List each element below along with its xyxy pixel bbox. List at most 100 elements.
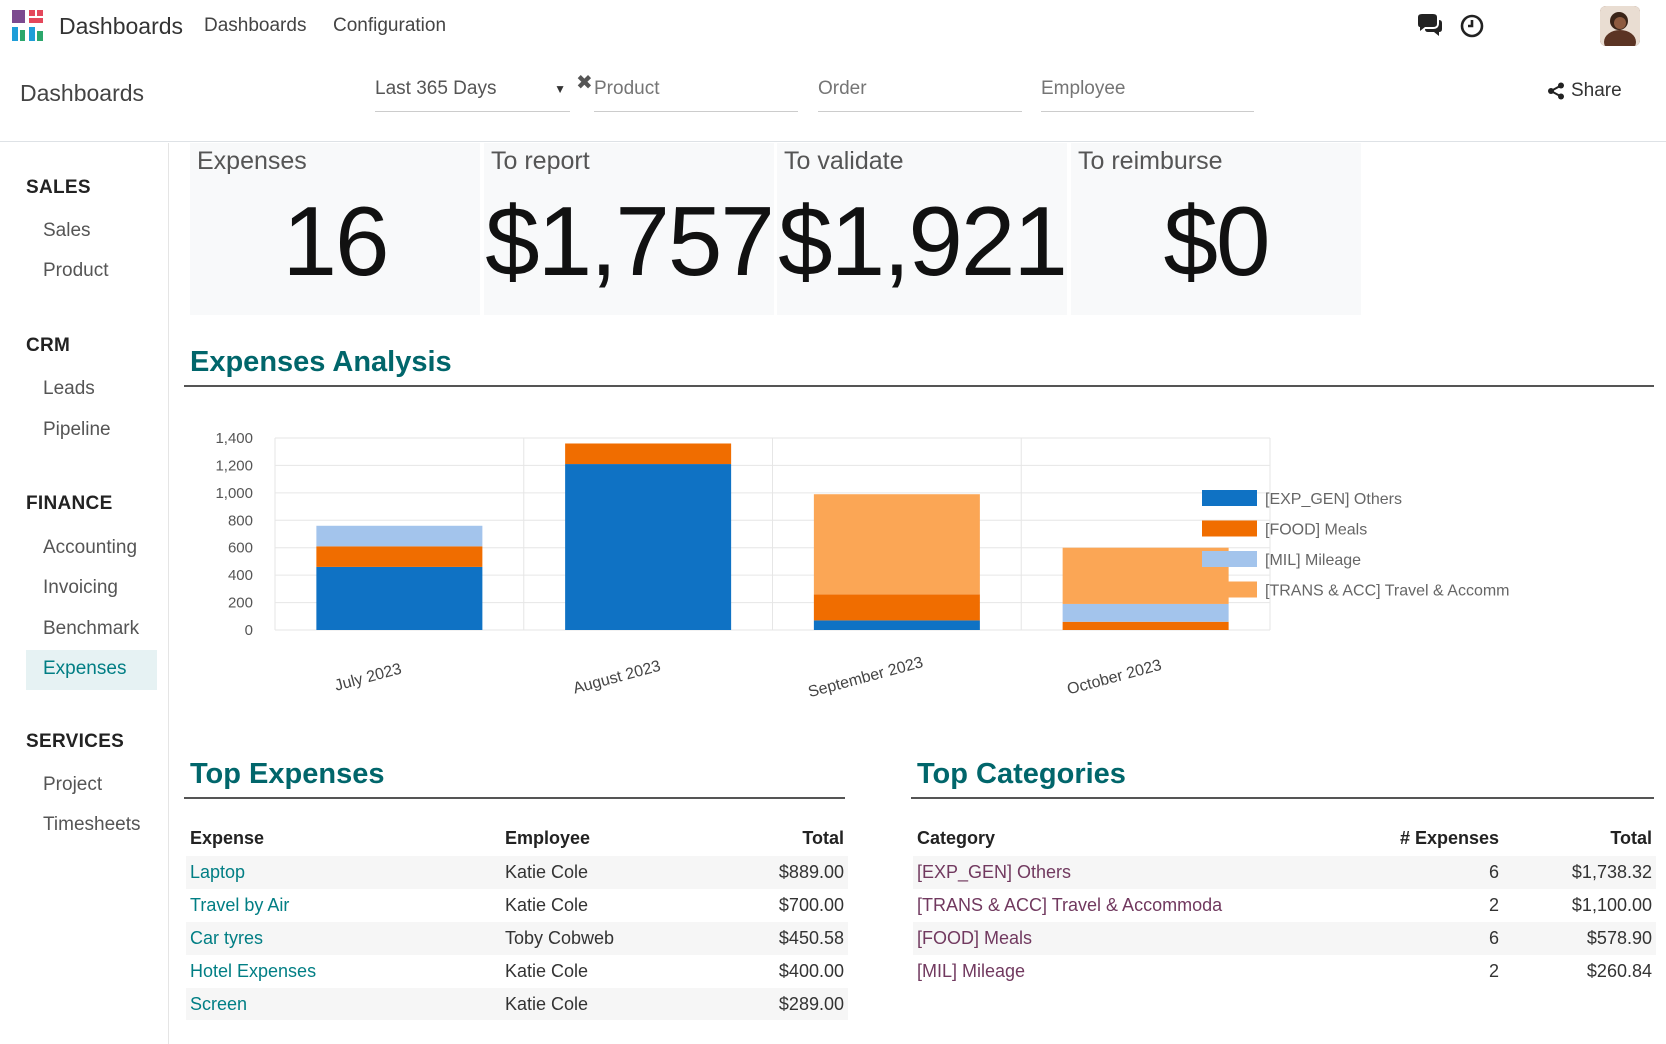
order-filter[interactable] [818,72,1022,112]
user-avatar[interactable] [1600,6,1640,46]
employee-name: Katie Cole [501,988,721,1021]
sidebar-item-benchmark[interactable]: Benchmark [43,618,140,639]
sidebar-item-expenses[interactable]: Expenses [26,650,157,690]
column-header-total: Total [1610,827,1652,848]
bar-segment [1062,621,1229,630]
table-row[interactable]: [MIL] Mileage 2 $260.84 [913,955,1656,988]
category-name[interactable]: [EXP_GEN] Others [913,856,1353,889]
y-tick-label: 400 [228,567,253,584]
section-title-expenses-analysis: Expenses Analysis [190,346,452,378]
employee-name: Katie Cole [505,961,589,981]
kpi-card-to-report[interactable]: To report $1,757 [484,143,775,315]
share-icon [1548,82,1564,100]
category-name[interactable]: [TRANS & ACC] Travel & Accommoda [917,895,1223,915]
table-row[interactable]: Travel by Air Katie Cole $700.00 [186,889,848,922]
sidebar-item-sales[interactable]: Sales [43,220,91,241]
sidebar-item-leads[interactable]: Leads [43,378,95,399]
y-tick-label: 200 [228,595,253,612]
x-tick-label: August 2023 [571,658,662,698]
employee-input[interactable] [1041,78,1254,100]
bar-segment [316,566,483,630]
sidebar-section-sales: SALES [26,177,91,198]
y-tick-label: 0 [245,622,253,639]
kpi-value: $1,757 [485,186,775,296]
category-name[interactable]: [MIL] Mileage [917,961,1026,981]
y-tick-label: 600 [228,540,253,557]
sidebar-item-timesheets[interactable]: Timesheets [43,814,141,835]
category-name[interactable]: [FOOD] Meals [913,922,1353,955]
kpi-card-to-reimburse[interactable]: To reimburse $0 [1071,143,1361,315]
breadcrumb[interactable]: Dashboards [20,80,145,106]
bar-segment [565,464,732,630]
kpi-value: 16 [282,186,389,296]
date-filter[interactable]: Last 365 Days ▼ [375,72,570,112]
sidebar-section-finance: FINANCE [26,493,113,514]
product-filter[interactable] [594,72,798,112]
menu-dashboards[interactable]: Dashboards [204,15,307,36]
bar-segment [1062,603,1229,622]
column-header-employee: Employee [505,827,591,848]
order-input[interactable] [818,78,1022,100]
section-divider [184,385,1654,387]
bar-segment [1062,547,1229,604]
bar-segment [813,620,980,630]
y-tick-label: 800 [228,512,253,529]
expense-name[interactable]: Laptop [186,856,501,889]
table-row[interactable]: [FOOD] Meals 6 $578.90 [913,922,1656,955]
category-count: 6 [1353,922,1503,955]
dashboards-app-icon[interactable] [12,10,44,42]
clock-icon[interactable] [1456,10,1488,42]
sidebar-item-product[interactable]: Product [43,260,109,281]
sidebar: SALES Sales Product CRM Leads Pipeline F… [0,143,169,1044]
share-button[interactable]: Share [1547,80,1622,102]
kpi-title: To report [491,147,590,175]
caret-down-icon: ▼ [554,82,566,96]
table-header-row: Expense Employee Total [186,820,848,856]
clear-filter-icon[interactable]: ✖ [576,72,593,94]
table-row[interactable]: Laptop Katie Cole $889.00 [186,856,848,889]
kpi-card-expenses[interactable]: Expenses 16 [190,143,480,315]
employee-filter[interactable] [1041,72,1254,112]
viewport-cutoff [169,1020,1666,1044]
date-filter-value: Last 365 Days [375,78,497,99]
y-tick-label: 1,000 [215,485,253,502]
table-row[interactable]: Screen Katie Cole $289.00 [186,988,848,1021]
table-row[interactable]: Car tyres Toby Cobweb $450.58 [186,922,848,955]
column-header-count: # Expenses [1399,827,1499,848]
sidebar-item-project[interactable]: Project [43,774,103,795]
expense-name[interactable]: Hotel Expenses [190,961,317,981]
expense-name[interactable]: Car tyres [186,922,501,955]
bar-segment [813,594,980,621]
app-name[interactable]: Dashboards [59,13,184,39]
category-total: $1,100.00 [1571,895,1652,915]
legend-label: [EXP_GEN] Others [1265,491,1402,508]
expense-name[interactable]: Screen [186,988,501,1021]
menu-configuration[interactable]: Configuration [333,15,447,36]
expense-name[interactable]: Travel by Air [190,895,290,915]
table-row[interactable]: Hotel Expenses Katie Cole $400.00 [186,955,848,988]
x-tick-label: September 2023 [806,654,925,701]
bar-segment [316,525,483,547]
product-input[interactable] [594,78,798,100]
x-tick-label: July 2023 [333,661,404,695]
sidebar-section-services: SERVICES [26,731,125,752]
category-count: 6 [1353,856,1503,889]
bar-segment [316,546,483,567]
kpi-title: To validate [784,147,904,175]
table-row[interactable]: [TRANS & ACC] Travel & Accommoda 2 $1,10… [913,889,1656,922]
legend-label: [FOOD] Meals [1265,522,1367,539]
kpi-title: Expenses [197,147,307,175]
expense-total: $700.00 [778,895,844,915]
sidebar-item-pipeline[interactable]: Pipeline [43,419,111,440]
sidebar-item-invoicing[interactable]: Invoicing [43,577,118,598]
sidebar-item-accounting[interactable]: Accounting [43,537,138,558]
expense-total: $889.00 [721,856,848,889]
table-row[interactable]: [EXP_GEN] Others 6 $1,738.32 [913,856,1656,889]
share-label: Share [1571,80,1622,101]
chat-icon[interactable] [1414,10,1446,42]
expense-total: $450.58 [721,922,848,955]
employee-name: Katie Cole [501,856,721,889]
kpi-card-to-validate[interactable]: To validate $1,921 [777,143,1068,315]
kpi-value: $1,921 [778,186,1068,296]
x-tick-label: October 2023 [1065,657,1163,699]
